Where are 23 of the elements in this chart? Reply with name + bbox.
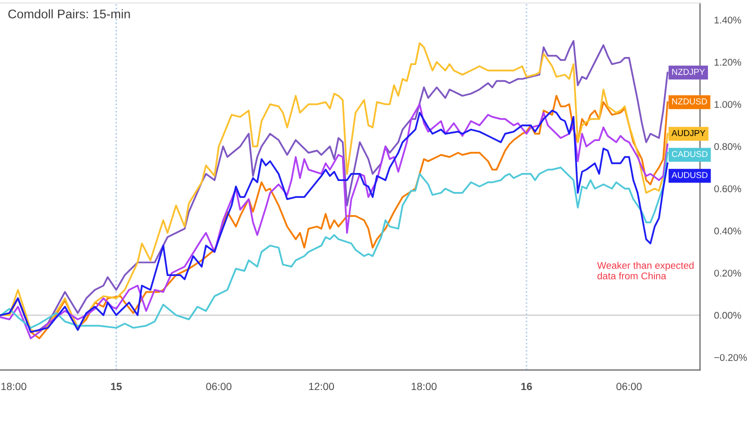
y-tick-label: −0.20% [714, 354, 747, 361]
series-label: AUDUSD [672, 172, 708, 178]
x-tick-label: 15 [111, 382, 122, 390]
y-tick-label: 1.00% [714, 100, 742, 108]
y-tick-label: 1.40% [714, 16, 742, 24]
x-tick-label: 06:00 [616, 382, 642, 390]
series-label: NZDUSD [672, 98, 707, 104]
x-tick-label: 06:00 [206, 382, 232, 390]
y-tick-label: 0.40% [714, 228, 742, 234]
x-tick-label: 12:00 [309, 382, 334, 390]
y-tick-label: 0.20% [714, 270, 742, 277]
y-tick-label: 0.00% [714, 312, 742, 319]
y-tick-label: 0.60% [714, 185, 742, 192]
chart-title: Comdoll Pairs: 15-min [8, 9, 130, 18]
x-tick-label: 18:00 [1, 382, 26, 390]
x-tick-label: 18:00 [412, 382, 437, 390]
series-label: AUDJPY [672, 130, 706, 136]
y-tick-label: 0.80% [714, 143, 742, 150]
series-label: CADUSD [672, 150, 708, 158]
annotation: Weaker than expected data from China [597, 262, 694, 280]
x-tick-label: 16 [521, 382, 532, 390]
y-tick-label: 1.20% [714, 58, 742, 66]
series-label: NZDJPY [672, 68, 705, 75]
